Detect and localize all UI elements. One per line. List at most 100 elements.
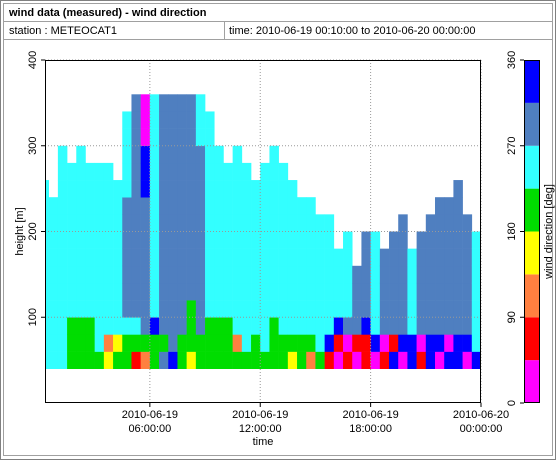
heatmap-cell: [389, 231, 399, 249]
heatmap-cell: [85, 248, 95, 267]
heatmap-cell: [435, 334, 445, 352]
heatmap-cell: [453, 317, 463, 335]
heatmap-cell: [122, 231, 132, 249]
heatmap-cell: [131, 351, 141, 369]
heatmap-cell: [113, 214, 123, 232]
heatmap-cell: [113, 180, 123, 198]
heatmap-cell: [205, 300, 215, 318]
heatmap-cell: [85, 282, 95, 301]
heatmap-cell: [370, 300, 381, 318]
heatmap-cell: [389, 265, 399, 284]
heatmap-cell: [370, 231, 381, 249]
heatmap-cell: [241, 231, 252, 249]
heatmap-cell: [416, 231, 427, 249]
heatmap-cell: [425, 248, 436, 267]
heatmap-cell: [471, 231, 481, 249]
heatmap-cell: [67, 197, 77, 215]
heatmap-cell: [159, 145, 169, 164]
heatmap-cell: [241, 300, 252, 318]
heatmap-cell: [76, 231, 86, 249]
window-title: wind data (measured) - wind direction: [8, 7, 207, 19]
heatmap-cell: [306, 282, 316, 301]
heatmap-cell: [251, 351, 261, 369]
heatmap-cell: [260, 214, 270, 232]
heatmap-cell: [131, 162, 141, 181]
heatmap-cell: [168, 231, 178, 249]
heatmap-cell: [416, 317, 427, 335]
heatmap-cell: [269, 334, 279, 352]
heatmap-cell: [122, 145, 132, 164]
heatmap-cell: [425, 300, 436, 318]
heatmap-cell: [343, 248, 353, 267]
heatmap-cell: [324, 282, 335, 301]
heatmap-cell: [251, 214, 261, 232]
heatmap-cell: [223, 231, 233, 249]
heatmap-cell: [48, 317, 59, 335]
heatmap-cell: [343, 317, 353, 335]
heatmap-cell: [177, 231, 187, 249]
heatmap-cell: [131, 94, 141, 112]
heatmap-cell: [435, 300, 445, 318]
heatmap-cell: [425, 231, 436, 249]
heatmap-cell: [425, 214, 436, 232]
heatmap-cell: [186, 334, 197, 352]
heatmap-cell: [195, 231, 206, 249]
heatmap-cell: [76, 300, 86, 318]
heatmap-cell: [195, 282, 206, 301]
heatmap-cell: [168, 145, 178, 164]
heatmap-cell: [103, 248, 114, 267]
heatmap-cell: [251, 282, 261, 301]
heatmap-cell: [195, 351, 206, 369]
heatmap-cell: [214, 282, 224, 301]
heatmap-cell: [159, 248, 169, 267]
heatmap-cell: [149, 214, 160, 232]
heatmap-cell: [462, 317, 473, 335]
heatmap-cell: [389, 351, 399, 369]
heatmap-cell: [278, 317, 289, 335]
heatmap-cell: [223, 197, 233, 215]
heatmap-cell: [103, 197, 114, 215]
heatmap-cell: [131, 248, 141, 267]
heatmap-cell: [425, 282, 436, 301]
heatmap-cell: [315, 351, 325, 369]
heatmap-cell: [379, 265, 390, 284]
heatmap-cell: [57, 248, 68, 267]
heatmap-cell: [352, 282, 362, 301]
heatmap-cell: [103, 351, 114, 369]
heatmap-cell: [398, 300, 408, 318]
heatmap-cell: [122, 111, 132, 129]
heatmap-cell: [57, 214, 68, 232]
heatmap-cell: [269, 317, 279, 335]
heatmap-cell: [76, 162, 86, 181]
heatmap-cell: [251, 180, 261, 198]
heatmap-cell: [76, 334, 86, 352]
heatmap-cell: [140, 111, 151, 129]
heatmap-cell: [251, 231, 261, 249]
heatmap-cell: [177, 317, 187, 335]
heatmap-cell: [471, 282, 481, 301]
station-label: station : METEOCAT1: [9, 25, 117, 37]
heatmap-cell: [94, 248, 105, 267]
heatmap-cell: [352, 334, 362, 352]
heatmap-cell: [462, 334, 473, 352]
heatmap-cell: [306, 248, 316, 267]
heatmap-cell: [352, 317, 362, 335]
heatmap-cell: [471, 351, 481, 369]
heatmap-cell: [324, 265, 335, 284]
heatmap-cell: [195, 111, 206, 129]
colorbar-label: wind direction [deg]: [543, 184, 555, 280]
heatmap-cell: [389, 282, 399, 301]
heatmap-cell: [297, 214, 307, 232]
heatmap-cell: [149, 351, 160, 369]
heatmap-cell: [407, 265, 417, 284]
heatmap-cell: [103, 300, 114, 318]
heatmap-cell: [343, 265, 353, 284]
heatmap-cell: [76, 265, 86, 284]
heatmap-cell: [67, 317, 77, 335]
heatmap-cell: [232, 214, 243, 232]
heatmap-cell: [241, 248, 252, 267]
heatmap-cell: [195, 300, 206, 318]
heatmap-cell: [333, 265, 344, 284]
heatmap-cell: [232, 162, 243, 181]
